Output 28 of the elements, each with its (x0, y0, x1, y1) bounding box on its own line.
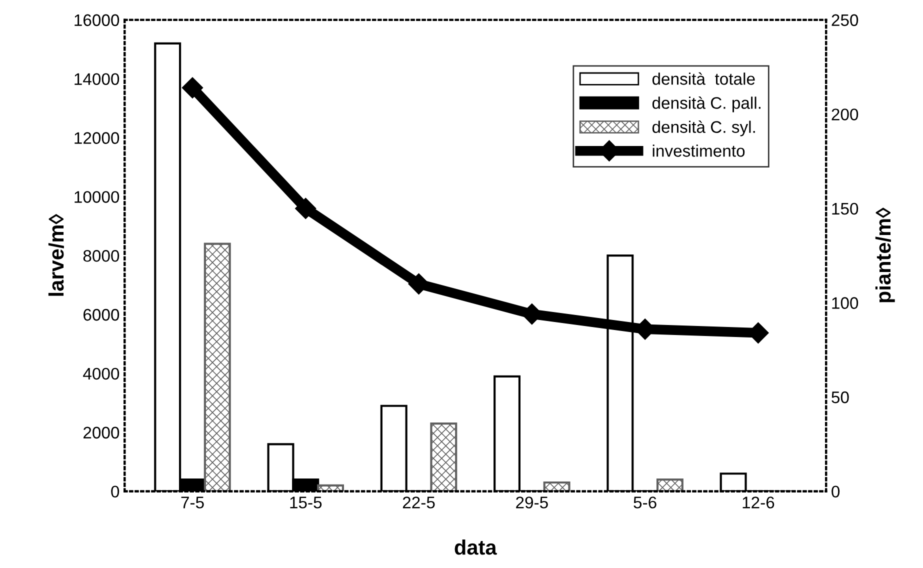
x-axis-title: data (454, 539, 497, 555)
y-tick-label: 14000 (74, 73, 120, 86)
y2-tick-label: 200 (832, 108, 858, 120)
y-tick-label: 16000 (74, 14, 120, 26)
y-tick-label: 12000 (74, 132, 120, 144)
y2-tick-label: 50 (832, 391, 849, 404)
y2-tick-label: 250 (832, 14, 858, 26)
y-axis-title: larve/m◊ (48, 214, 64, 296)
legend-label: investimento (652, 144, 745, 157)
y2-tick-label: 150 (832, 202, 858, 215)
legend-label: densità C. syl. (652, 120, 755, 136)
y-tick-label: 4000 (83, 368, 120, 380)
x-tick-label: 15-5 (290, 496, 322, 508)
y-tick-label: 2000 (84, 426, 120, 439)
x-tick-label: 22-5 (402, 496, 435, 508)
y2-tick-label: 0 (832, 486, 840, 498)
x-tick-label: 12-6 (742, 496, 774, 508)
y-tick-label: 0 (111, 486, 120, 498)
legend-label: densità totale (652, 72, 755, 85)
y-tick-label: 6000 (84, 308, 120, 321)
y2-axis-title: piante/m◊ (875, 208, 895, 302)
y-tick-label: 8000 (83, 250, 120, 262)
legend-label: densità C. pall. (652, 96, 760, 112)
y2-tick-label: 100 (832, 297, 858, 309)
x-tick-label: 7-5 (181, 496, 204, 508)
x-tick-label: 5-6 (634, 496, 656, 508)
x-tick-label: 29-5 (516, 496, 548, 508)
y-tick-label: 10000 (74, 191, 120, 203)
